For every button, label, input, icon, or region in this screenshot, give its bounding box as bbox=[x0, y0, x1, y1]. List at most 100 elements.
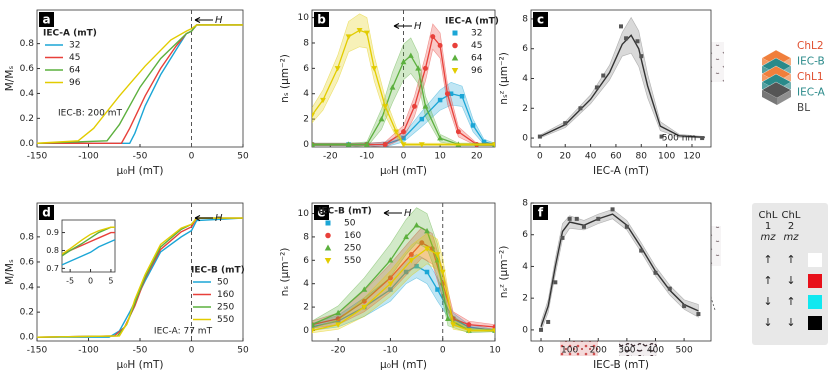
marker bbox=[363, 141, 370, 147]
marker bbox=[361, 304, 368, 311]
x-tick-label: 200 bbox=[590, 346, 607, 356]
line bbox=[62, 226, 115, 255]
marker bbox=[382, 104, 389, 110]
legend-label: 250 bbox=[217, 303, 234, 313]
table-arrow: ↑ bbox=[763, 253, 772, 266]
annotation: H bbox=[414, 21, 422, 32]
layer-side bbox=[777, 90, 791, 105]
legend-label: 96 bbox=[69, 78, 81, 88]
legend-swatch bbox=[325, 232, 331, 239]
layer-label: BL bbox=[797, 102, 810, 114]
arrow bbox=[383, 210, 402, 216]
legend-label: 160 bbox=[344, 231, 361, 241]
marker bbox=[439, 269, 446, 276]
x-tick-label: -20 bbox=[323, 152, 338, 162]
y-axis-label: nₛᶻ (μm⁻²) bbox=[498, 246, 510, 299]
table-header: ChL bbox=[782, 210, 801, 221]
panel: 0 100 200 300 400 500 0 2 4 6 8 IEC-B (mT) nₛᶻ (μm⁻²… bbox=[498, 199, 712, 371]
panel-label: d bbox=[42, 206, 51, 220]
table-header: mz bbox=[761, 232, 777, 243]
marker bbox=[371, 66, 378, 72]
y-axis-label: nₛ (μm⁻²) bbox=[279, 54, 291, 103]
panel-label-box bbox=[314, 205, 329, 220]
marker bbox=[419, 116, 425, 122]
table-arrow: ↓ bbox=[786, 274, 795, 287]
marker bbox=[578, 106, 583, 111]
x-tick-label: 300 bbox=[618, 346, 635, 356]
marker bbox=[388, 287, 393, 292]
marker bbox=[363, 30, 370, 36]
error-band bbox=[312, 207, 495, 334]
marker bbox=[361, 286, 368, 292]
marker bbox=[437, 43, 443, 48]
x-tick-label: 60 bbox=[610, 152, 622, 162]
marker bbox=[387, 257, 394, 263]
x-tick-label: 100 bbox=[561, 346, 578, 356]
line bbox=[312, 54, 495, 146]
x-tick-label: 0 bbox=[440, 346, 446, 356]
y-tick-label: 2 bbox=[303, 303, 309, 313]
marker bbox=[414, 263, 419, 269]
panel: -20 -10 0 10 20 0 2 4 6 8 10 μ₀H (mT) nₛ (μm⁻²) b IEC-… bbox=[279, 9, 499, 177]
x-tick-label: -10 bbox=[360, 152, 375, 162]
legend-label: 64 bbox=[471, 54, 483, 64]
marker bbox=[596, 216, 601, 221]
arrow bbox=[194, 17, 213, 23]
plot-content bbox=[312, 207, 495, 334]
layer-label: IEC-A bbox=[797, 87, 826, 99]
y-axis-label: nₛ (μm⁻²) bbox=[279, 248, 291, 297]
plot-area bbox=[311, 202, 496, 342]
marker bbox=[320, 97, 326, 104]
y-tick-label: 8 bbox=[303, 232, 309, 242]
marker bbox=[424, 269, 430, 275]
marker bbox=[312, 321, 315, 327]
layer-label: ChL1 bbox=[797, 71, 824, 83]
marker bbox=[481, 139, 487, 145]
marker bbox=[653, 270, 658, 275]
marker bbox=[659, 134, 664, 139]
marker bbox=[422, 65, 428, 71]
y-tick-label: 0.4 bbox=[20, 283, 35, 293]
panel: 0 20 40 60 80 100 120 0 2 4 6 8 IEC-A (mT) nₛᶻ (μm⁻²)… bbox=[498, 9, 712, 177]
legend-swatch bbox=[452, 30, 458, 36]
y-tick-label: 0.8 bbox=[20, 39, 35, 49]
x-tick-label: -100 bbox=[78, 346, 99, 356]
legend-label: 50 bbox=[344, 219, 356, 229]
legend-label: 45 bbox=[69, 53, 80, 63]
marker bbox=[667, 286, 672, 291]
y-tick-label: 0.7 bbox=[46, 264, 59, 273]
legend-label: 45 bbox=[471, 41, 482, 51]
plot-content bbox=[37, 217, 243, 338]
x-axis-label: μ₀H (mT) bbox=[117, 165, 164, 177]
marker bbox=[387, 281, 394, 287]
marker bbox=[437, 97, 443, 103]
x-tick-label: -5 bbox=[66, 277, 74, 286]
marker bbox=[408, 251, 414, 257]
y-tick-label: 0 bbox=[522, 134, 528, 144]
marker bbox=[335, 316, 341, 322]
legend-label: 50 bbox=[217, 278, 229, 288]
marker bbox=[455, 129, 461, 135]
panel: -150 -100 -50 0 50 0.0 0.2 0.4 0.6 0.8 μ₀H (mT) M/M… bbox=[4, 9, 249, 177]
marker bbox=[335, 322, 342, 328]
marker bbox=[635, 39, 640, 44]
y-tick-label: 8 bbox=[522, 14, 528, 24]
line bbox=[37, 24, 243, 144]
marker bbox=[400, 58, 407, 65]
marker bbox=[539, 327, 544, 332]
panel: -20 -10 0 10 0 2 4 6 8 10 μ₀H (mT) nₛ (μm⁻²) eIEC-B … bbox=[279, 202, 501, 371]
legend-title: IEC-A (mT) bbox=[43, 29, 97, 39]
x-tick-label: 0 bbox=[538, 346, 544, 356]
marker bbox=[492, 142, 495, 147]
marker bbox=[445, 315, 451, 322]
line bbox=[37, 24, 243, 144]
y-tick-label: 0.6 bbox=[20, 64, 35, 74]
x-tick-label: -10 bbox=[383, 346, 398, 356]
x-tick-label: -150 bbox=[27, 152, 48, 162]
plot-content bbox=[312, 13, 495, 147]
x-tick-label: 0 bbox=[189, 152, 195, 162]
panel: -5 0 5 0.7 0.8 0.9 bbox=[46, 219, 116, 286]
panel-label-box bbox=[314, 12, 329, 27]
table-arrow: ↓ bbox=[763, 316, 772, 329]
